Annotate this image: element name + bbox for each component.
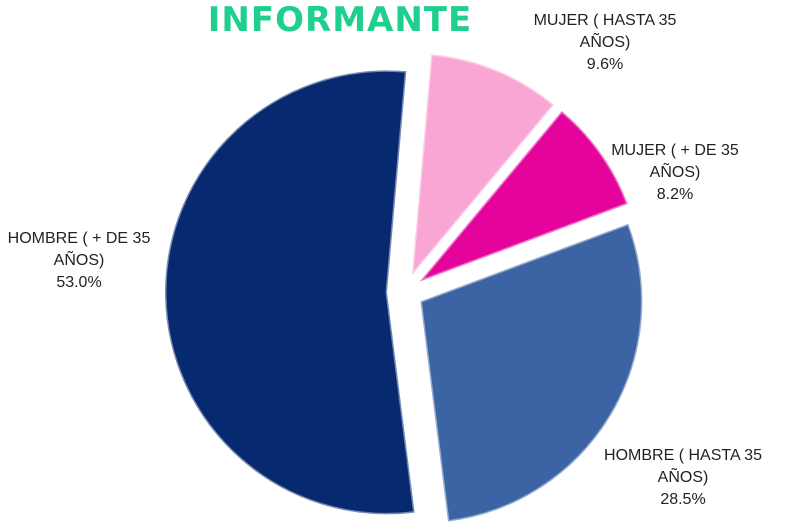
pie-slice [409,52,557,280]
slice-label: HOMBRE ( + DE 35 AÑOS) 53.0% [0,228,164,294]
slice-label: MUJER ( + DE 35 AÑOS) 8.2% [590,140,760,206]
category-label: HOMBRE ( HASTA 35 AÑOS) [604,447,762,486]
category-label: MUJER ( + DE 35 AÑOS) [611,142,739,181]
chart-title: INFORMANTE [207,0,473,40]
value-label: 28.5% [660,491,706,508]
category-label: MUJER ( HASTA 35 AÑOS) [533,12,677,51]
value-label: 9.6% [586,56,624,73]
slice-label: MUJER ( HASTA 35 AÑOS) 9.6% [520,10,690,76]
value-label: 53.0% [56,274,102,291]
value-label: 8.2% [656,186,694,203]
pie-slice [414,108,630,285]
pie-slice [418,221,644,524]
category-label: HOMBRE ( + DE 35 AÑOS) [7,230,151,269]
slice-label: HOMBRE ( HASTA 35 AÑOS) 28.5% [598,445,768,511]
pie-slice [163,68,417,516]
